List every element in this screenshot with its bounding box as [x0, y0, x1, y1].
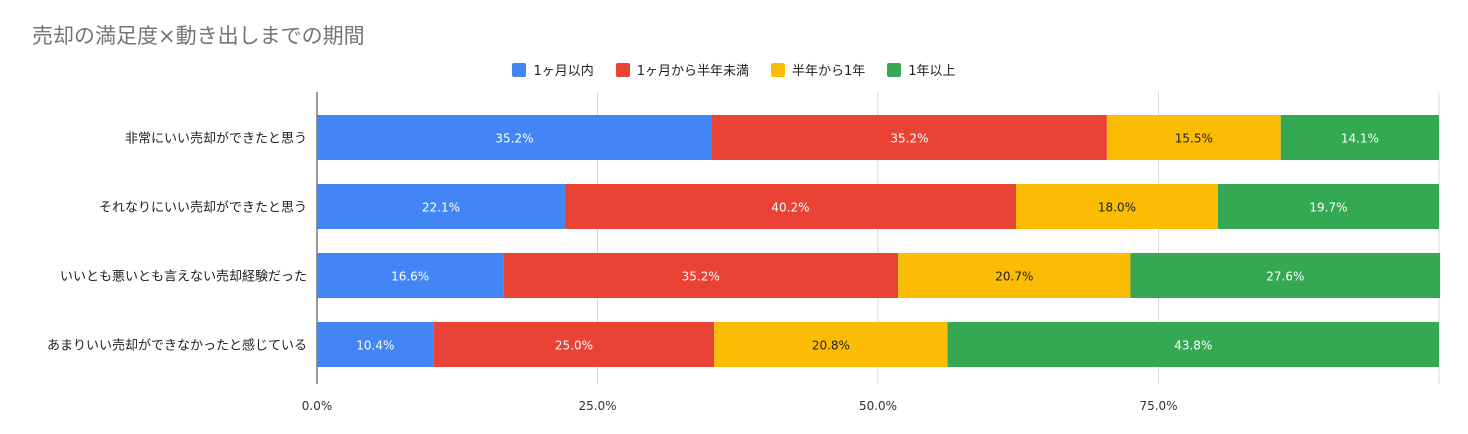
bar-segment: [317, 115, 712, 160]
legend-swatch: [512, 62, 527, 77]
data-label: 18.0%: [1098, 201, 1136, 215]
legend-label: 半年から1年: [792, 64, 866, 79]
data-label: 19.7%: [1309, 201, 1347, 215]
legend-swatch: [887, 62, 902, 77]
x-tick-label: 0.0%: [302, 399, 333, 413]
bar-segment: [1016, 184, 1218, 229]
data-label: 22.1%: [422, 201, 460, 215]
bar-segment: [1130, 253, 1441, 298]
data-label: 35.2%: [495, 132, 533, 146]
chart-legend: 1ヶ月以内 1ヶ月から半年未満 半年から1年 1年以上: [0, 60, 1468, 79]
x-tick-label: 25.0%: [578, 399, 616, 413]
legend-label: 1ヶ月以内: [533, 64, 594, 79]
legend-item-0: 1ヶ月以内: [512, 60, 594, 79]
bar-segment: [714, 322, 948, 367]
data-label: 16.6%: [391, 270, 429, 284]
legend-swatch: [615, 62, 630, 77]
category-label: あまりいい売却ができなかったと感じている: [47, 338, 307, 354]
bar-segment: [433, 322, 715, 367]
data-label: 43.8%: [1174, 339, 1212, 353]
legend-item-2: 半年から1年: [771, 60, 865, 79]
category-label: それなりにいい売却ができたと思う: [99, 200, 307, 216]
bar-segment: [711, 115, 1107, 160]
legend-item-3: 1年以上: [887, 60, 956, 79]
bar-segment: [1280, 115, 1439, 160]
legend-swatch: [771, 62, 785, 77]
data-label: 20.8%: [812, 339, 850, 353]
legend-label: 1ヶ月から半年未満: [636, 64, 749, 79]
bar-segment: [1106, 115, 1281, 160]
x-tick-label: 50.0%: [859, 399, 897, 413]
legend-item-1: 1ヶ月から半年未満: [615, 60, 749, 79]
x-tick-label: 75.0%: [1139, 399, 1177, 413]
bar-segment: [317, 184, 565, 229]
data-label: 35.2%: [682, 270, 720, 284]
data-label: 10.4%: [356, 339, 394, 353]
chart-title: 売却の満足度×動き出しまでの期間: [32, 24, 365, 48]
bar-segment: [317, 322, 434, 367]
data-label: 35.2%: [890, 132, 928, 146]
category-label: 非常にいい売却ができたと思う: [125, 131, 307, 147]
bar-segment: [1217, 184, 1439, 229]
data-label: 25.0%: [555, 339, 593, 353]
data-label: 40.2%: [771, 201, 809, 215]
category-label: いいとも悪いとも言えない売却経験だった: [60, 269, 307, 285]
bar-segment: [947, 322, 1439, 367]
data-label: 15.5%: [1175, 132, 1213, 146]
bar-segment: [898, 253, 1131, 298]
bar-segment: [564, 184, 1017, 229]
bar-segment: [503, 253, 899, 298]
data-label: 20.7%: [995, 270, 1033, 284]
bar-segment: [317, 253, 504, 298]
data-label: 14.1%: [1341, 132, 1379, 146]
data-label: 27.6%: [1266, 270, 1304, 284]
legend-label: 1年以上: [908, 64, 956, 79]
